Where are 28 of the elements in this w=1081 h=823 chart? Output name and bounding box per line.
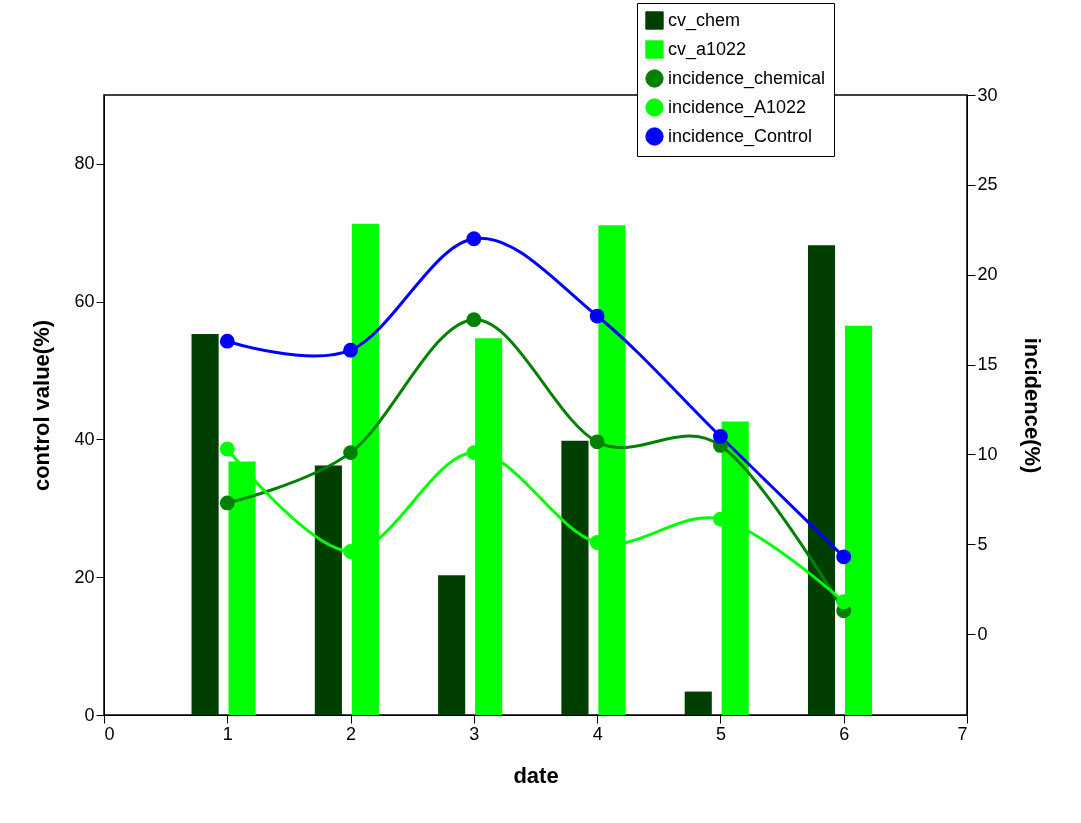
x-tick-label: 7 [957,723,968,744]
x-tick-label: 3 [469,723,480,744]
x-tick-label: 4 [592,723,603,744]
y-axis-title: control value(%) [29,319,55,492]
legend-label: cv_a1022 [668,38,747,60]
y2-tick-label: 20 [977,264,998,285]
y2-tick-label: 30 [977,84,998,105]
y-tick-label: 80 [74,153,95,174]
legend-label: incidence_A1022 [668,96,807,118]
legend-label: incidence_Control [668,125,813,147]
y2-tick-label: 10 [977,443,998,464]
x-tick-label: 1 [222,723,233,744]
y-tick-label: 0 [84,704,95,725]
y-tick-label: 20 [74,566,95,587]
y2-tick-label: 0 [977,623,988,644]
y2-axis-title: incidence(%) [1019,337,1045,474]
y2-tick-label: 5 [977,533,988,554]
y-tick-label: 40 [74,428,95,449]
x-axis-title: date [513,762,559,788]
x-tick-label: 0 [104,723,115,744]
y-tick-label: 60 [74,291,95,312]
legend-label: incidence_chemical [668,67,826,89]
legend-label: cv_chem [668,9,741,31]
x-tick-label: 6 [839,723,850,744]
x-tick-label: 2 [346,723,357,744]
x-tick-label: 5 [715,723,726,744]
y2-tick-label: 15 [977,354,998,375]
y2-tick-label: 25 [977,174,998,195]
